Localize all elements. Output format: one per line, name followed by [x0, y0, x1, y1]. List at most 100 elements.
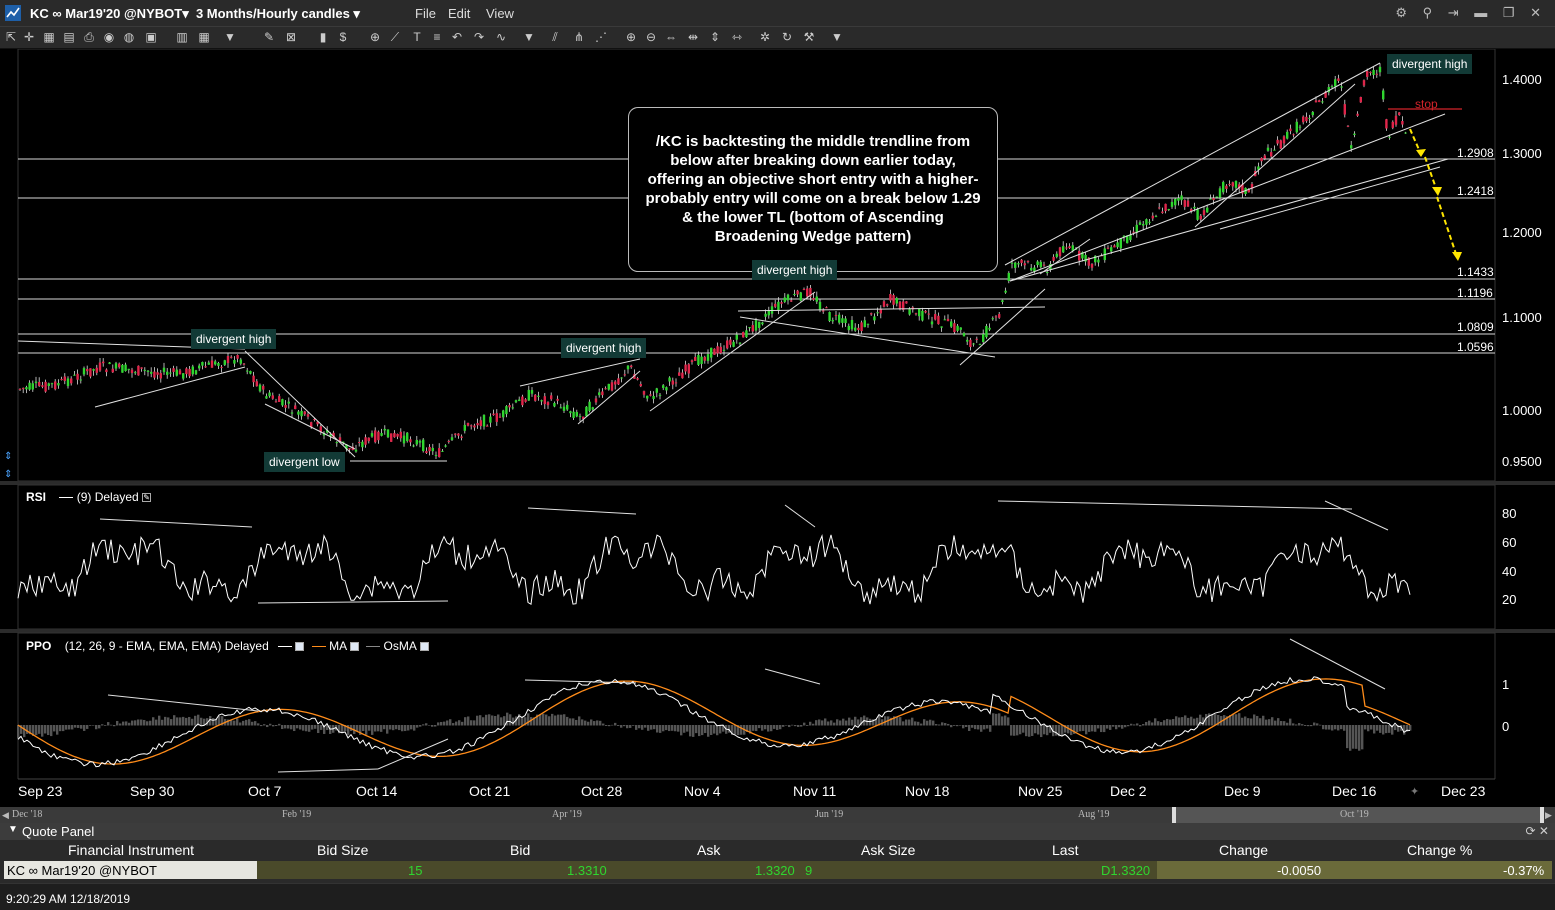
- osma-bar: [1025, 725, 1028, 737]
- quote-panel-header[interactable]: ▼ Quote Panel ⟳ ✕: [0, 823, 1555, 840]
- dropdown-icon[interactable]: ▼: [224, 30, 236, 44]
- rsi-panel-label[interactable]: RSI (9) Delayed ✎: [26, 490, 152, 504]
- navigator-right-icon[interactable]: ▶: [1545, 810, 1552, 820]
- menu-edit[interactable]: Edit: [448, 6, 471, 21]
- col-header[interactable]: Financial Instrument: [68, 842, 195, 858]
- tools-icon[interactable]: ⚒: [803, 30, 815, 44]
- left-scroll-icon-2[interactable]: ⇕: [4, 469, 12, 480]
- window-controls[interactable]: ⚙ ⚲ ⇥ ▬ ❐ ✕: [1395, 5, 1547, 20]
- panel-divider[interactable]: [0, 629, 1555, 633]
- divergent-low-tag[interactable]: divergent low: [264, 452, 345, 472]
- divergent-high-tag[interactable]: divergent high: [191, 329, 277, 349]
- osma-bar: [65, 725, 68, 730]
- candle-body: [732, 341, 735, 347]
- target-icon[interactable]: ⊕: [369, 30, 381, 44]
- divergent-high-tag[interactable]: divergent high: [752, 260, 838, 280]
- text-tool-icon[interactable]: T: [413, 30, 421, 44]
- candle-body: [700, 356, 703, 364]
- candle-body: [1209, 198, 1212, 200]
- scroll-icon[interactable]: ⇹: [687, 30, 699, 44]
- calendar-icon[interactable]: ▣: [145, 30, 157, 44]
- quote-row[interactable]: KC ∞ Mar19'20 @NYBOT 15 1.3310 1.3320 9 …: [0, 861, 1555, 879]
- rsi-axis[interactable]: 80 60 40 20: [1502, 506, 1516, 607]
- osma-bar: [320, 725, 323, 730]
- date-axis[interactable]: Sep 23 Sep 30 Oct 7 Oct 14 Oct 21 Oct 28…: [18, 783, 1486, 799]
- draw-line-icon[interactable]: ✎: [263, 30, 275, 44]
- osma-bar: [527, 713, 530, 726]
- divergent-high-tag[interactable]: divergent high: [1387, 54, 1473, 74]
- table-icon[interactable]: ▤: [63, 30, 75, 44]
- osma-bar: [830, 720, 833, 726]
- navigator-handle-left[interactable]: [1172, 807, 1176, 823]
- zoom-in-icon[interactable]: ⊕: [625, 30, 637, 44]
- col-header[interactable]: Bid: [510, 842, 531, 858]
- col-header[interactable]: Change %: [1407, 842, 1473, 858]
- refresh-icon[interactable]: ↻: [781, 30, 793, 44]
- fit-icon[interactable]: ⇔: [665, 30, 677, 44]
- fib-icon[interactable]: ≡: [433, 30, 441, 44]
- crosshair-icon[interactable]: ✛: [23, 30, 35, 44]
- panel-divider[interactable]: [0, 481, 1555, 485]
- osma-bar: [1259, 718, 1262, 726]
- candle-body: [425, 451, 428, 454]
- navigator-left-icon[interactable]: ◀: [2, 810, 9, 820]
- bar-chart-icon[interactable]: ▮: [319, 30, 327, 44]
- windows-icon[interactable]: ▦: [198, 30, 210, 44]
- candle-body: [390, 433, 393, 442]
- col-header[interactable]: Change: [1219, 842, 1269, 858]
- ppo-panel-label[interactable]: PPO (12, 26, 9 - EMA, EMA, EMA) Delayed …: [26, 639, 429, 653]
- time-navigator[interactable]: ◀ ▶ Dec '18 Feb '19 Apr '19 Jun '19 Aug …: [0, 807, 1555, 823]
- col-header[interactable]: Ask Size: [861, 842, 916, 858]
- rsi-trendlines[interactable]: [99, 500, 1389, 604]
- annotation-box[interactable]: /KC is backtesting the middle trendline …: [628, 107, 998, 272]
- undo-icon[interactable]: ↶: [451, 30, 463, 44]
- candle-body: [1401, 121, 1404, 125]
- divergent-high-tag[interactable]: divergent high: [561, 338, 647, 358]
- osma-bar: [1001, 716, 1004, 726]
- symbol-title[interactable]: KC ∞ Mar19'20 @NYBOT▾ 3 Months/Hourly ca…: [30, 6, 360, 21]
- vertical-fit-icon[interactable]: ⇕: [709, 30, 721, 44]
- more-icon[interactable]: ▼: [831, 30, 843, 44]
- redo-icon[interactable]: ↷: [473, 30, 485, 44]
- panel-close-icon[interactable]: ⟳ ✕: [1525, 824, 1549, 838]
- chart-area[interactable]: 1.4000 1.3000 1.2000 1.1000 1.0000 0.950…: [0, 48, 1555, 807]
- col-header[interactable]: Last: [1052, 842, 1079, 858]
- camera-icon[interactable]: ◉: [103, 30, 115, 44]
- zoom-out-icon[interactable]: ⊖: [645, 30, 657, 44]
- ppo-trendlines[interactable]: [107, 638, 1386, 773]
- print-icon[interactable]: ⎙: [84, 30, 94, 44]
- cursor-icon[interactable]: ⇱: [5, 30, 17, 44]
- col-header[interactable]: Bid Size: [317, 842, 369, 858]
- navigator-handle-right[interactable]: [1540, 807, 1544, 823]
- menu-file[interactable]: File: [415, 6, 436, 21]
- settings-icon[interactable]: ✲: [759, 30, 771, 44]
- osma-bar: [254, 721, 257, 726]
- layout-icon[interactable]: ▥: [176, 30, 188, 44]
- navigator-window[interactable]: [1176, 807, 1540, 823]
- money-icon[interactable]: $: [339, 30, 347, 44]
- price-axis[interactable]: 1.4000 1.3000 1.2000 1.1000 1.0000 0.950…: [1502, 72, 1542, 469]
- channel-icon[interactable]: ⫽: [552, 30, 558, 44]
- pitchfork-icon[interactable]: ⋔: [573, 30, 585, 44]
- trendline-icon[interactable]: ⟋: [390, 30, 400, 44]
- globe-icon[interactable]: ◍: [123, 30, 135, 44]
- osma-bar: [530, 717, 533, 726]
- candle-body: [134, 372, 137, 374]
- cycle-icon[interactable]: ∿: [495, 30, 507, 44]
- candle-body: [118, 363, 121, 368]
- grid-icon[interactable]: ▦: [43, 30, 55, 44]
- col-header[interactable]: Ask: [697, 842, 721, 858]
- left-scroll-icon[interactable]: ⇕: [4, 451, 12, 462]
- dropdown-2-icon[interactable]: ▼: [523, 30, 535, 44]
- osma-bar: [983, 725, 986, 730]
- osma-bar: [1133, 724, 1136, 726]
- delete-draw-icon[interactable]: ⊠: [285, 30, 297, 44]
- range-icon[interactable]: ⇿: [731, 30, 743, 44]
- price-trendlines[interactable]: [17, 62, 1449, 462]
- ppo-axis[interactable]: 1 0: [1502, 677, 1509, 734]
- menu-view[interactable]: View: [486, 6, 514, 21]
- osma-bar: [611, 724, 614, 726]
- fan-icon[interactable]: ⋰: [595, 30, 607, 44]
- osma-bar: [1091, 725, 1094, 732]
- collapse-icon[interactable]: ▼: [8, 824, 18, 835]
